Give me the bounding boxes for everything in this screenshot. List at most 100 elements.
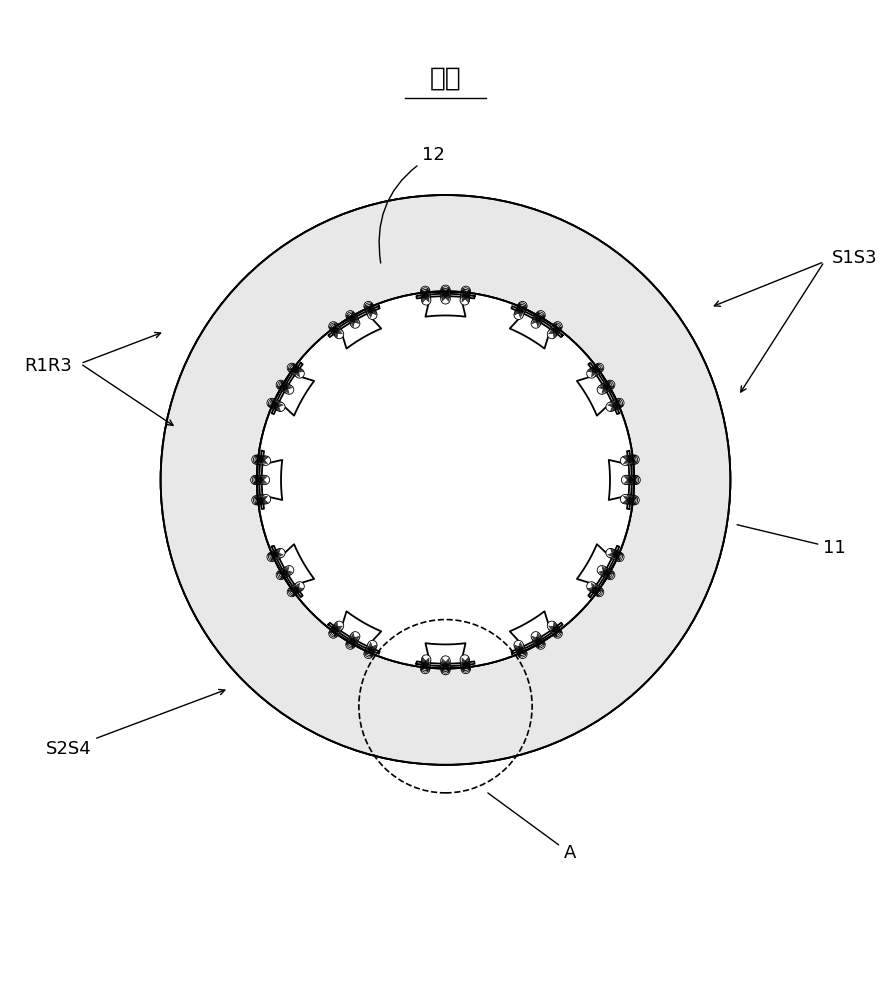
Circle shape [514,310,523,320]
Circle shape [460,655,470,664]
Circle shape [550,326,560,335]
Polygon shape [416,294,475,298]
Circle shape [588,583,597,592]
Circle shape [515,307,525,317]
Circle shape [609,550,618,559]
Circle shape [623,475,633,485]
Circle shape [421,664,429,674]
Circle shape [279,382,288,391]
Circle shape [626,495,636,505]
Circle shape [273,550,282,559]
Circle shape [594,363,604,372]
Text: A: A [488,793,576,862]
Circle shape [606,570,615,580]
Circle shape [615,398,624,408]
Circle shape [281,568,290,577]
Polygon shape [338,611,381,651]
Circle shape [260,495,269,504]
Circle shape [348,636,357,645]
Circle shape [275,402,285,412]
Circle shape [291,585,300,594]
Circle shape [366,645,375,654]
Circle shape [461,293,470,302]
Circle shape [591,585,600,594]
Circle shape [421,660,430,669]
Circle shape [608,402,617,411]
Circle shape [515,309,524,318]
Polygon shape [338,309,381,349]
Circle shape [329,322,338,331]
Circle shape [547,329,557,339]
Wedge shape [160,195,731,765]
Circle shape [606,402,616,412]
Circle shape [597,566,607,575]
Circle shape [461,288,470,297]
Circle shape [333,328,343,337]
Circle shape [273,401,282,410]
Circle shape [268,399,278,408]
Circle shape [631,475,641,485]
Circle shape [612,551,621,560]
Circle shape [347,313,356,323]
Circle shape [441,665,450,675]
Circle shape [534,315,543,324]
Circle shape [347,639,356,648]
Circle shape [599,384,608,394]
Circle shape [549,624,559,633]
Polygon shape [272,546,303,597]
Circle shape [257,475,266,485]
Circle shape [626,475,635,485]
Circle shape [421,294,430,303]
Circle shape [461,661,470,670]
Circle shape [592,585,601,595]
Circle shape [531,632,541,641]
Circle shape [441,293,450,302]
Circle shape [253,455,263,464]
Circle shape [334,621,344,630]
Circle shape [586,582,596,591]
Circle shape [277,570,287,579]
Circle shape [517,303,527,312]
Circle shape [329,629,338,638]
Circle shape [252,496,261,505]
Circle shape [349,316,358,325]
Circle shape [346,311,356,320]
Circle shape [441,285,450,294]
Circle shape [282,383,291,393]
Circle shape [289,586,298,596]
Circle shape [421,289,430,299]
Circle shape [610,400,619,410]
Circle shape [547,621,557,630]
Circle shape [441,295,450,304]
Circle shape [365,646,374,656]
Circle shape [347,637,356,647]
Circle shape [441,662,450,672]
Circle shape [601,568,610,577]
Circle shape [257,495,266,504]
Circle shape [255,455,265,465]
Text: R1R3: R1R3 [24,357,72,375]
Circle shape [366,643,376,653]
Circle shape [276,380,285,390]
Circle shape [291,366,300,375]
Circle shape [255,495,265,505]
Circle shape [532,318,541,327]
Circle shape [552,323,561,332]
Text: 12: 12 [379,146,445,263]
Circle shape [292,584,302,593]
Circle shape [624,495,633,504]
Circle shape [347,312,356,321]
Circle shape [462,286,470,296]
Text: S2S4: S2S4 [45,689,225,758]
Circle shape [620,495,630,504]
Circle shape [290,585,299,595]
Circle shape [551,324,560,334]
Circle shape [628,475,637,485]
Polygon shape [510,309,553,349]
Circle shape [350,318,359,327]
Circle shape [331,625,341,634]
Circle shape [535,312,544,321]
Circle shape [514,640,523,650]
Circle shape [626,455,636,465]
Circle shape [367,309,376,318]
